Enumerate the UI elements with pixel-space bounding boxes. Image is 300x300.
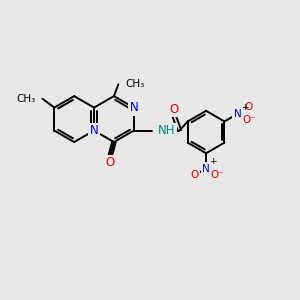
Text: O⁻: O⁻ (242, 115, 256, 125)
Text: CH₃: CH₃ (126, 79, 145, 89)
Text: O: O (169, 103, 178, 116)
Text: N: N (202, 164, 210, 173)
Text: +: + (209, 157, 217, 166)
Text: O: O (191, 170, 199, 180)
Text: N: N (130, 101, 138, 114)
Text: NH: NH (158, 124, 175, 137)
Text: +: + (241, 103, 248, 112)
Text: O⁻: O⁻ (210, 170, 224, 180)
Text: O: O (245, 102, 253, 112)
Text: CH₃: CH₃ (16, 94, 35, 104)
Text: N: N (90, 124, 98, 137)
Text: O: O (105, 156, 114, 169)
Text: N: N (234, 109, 242, 119)
